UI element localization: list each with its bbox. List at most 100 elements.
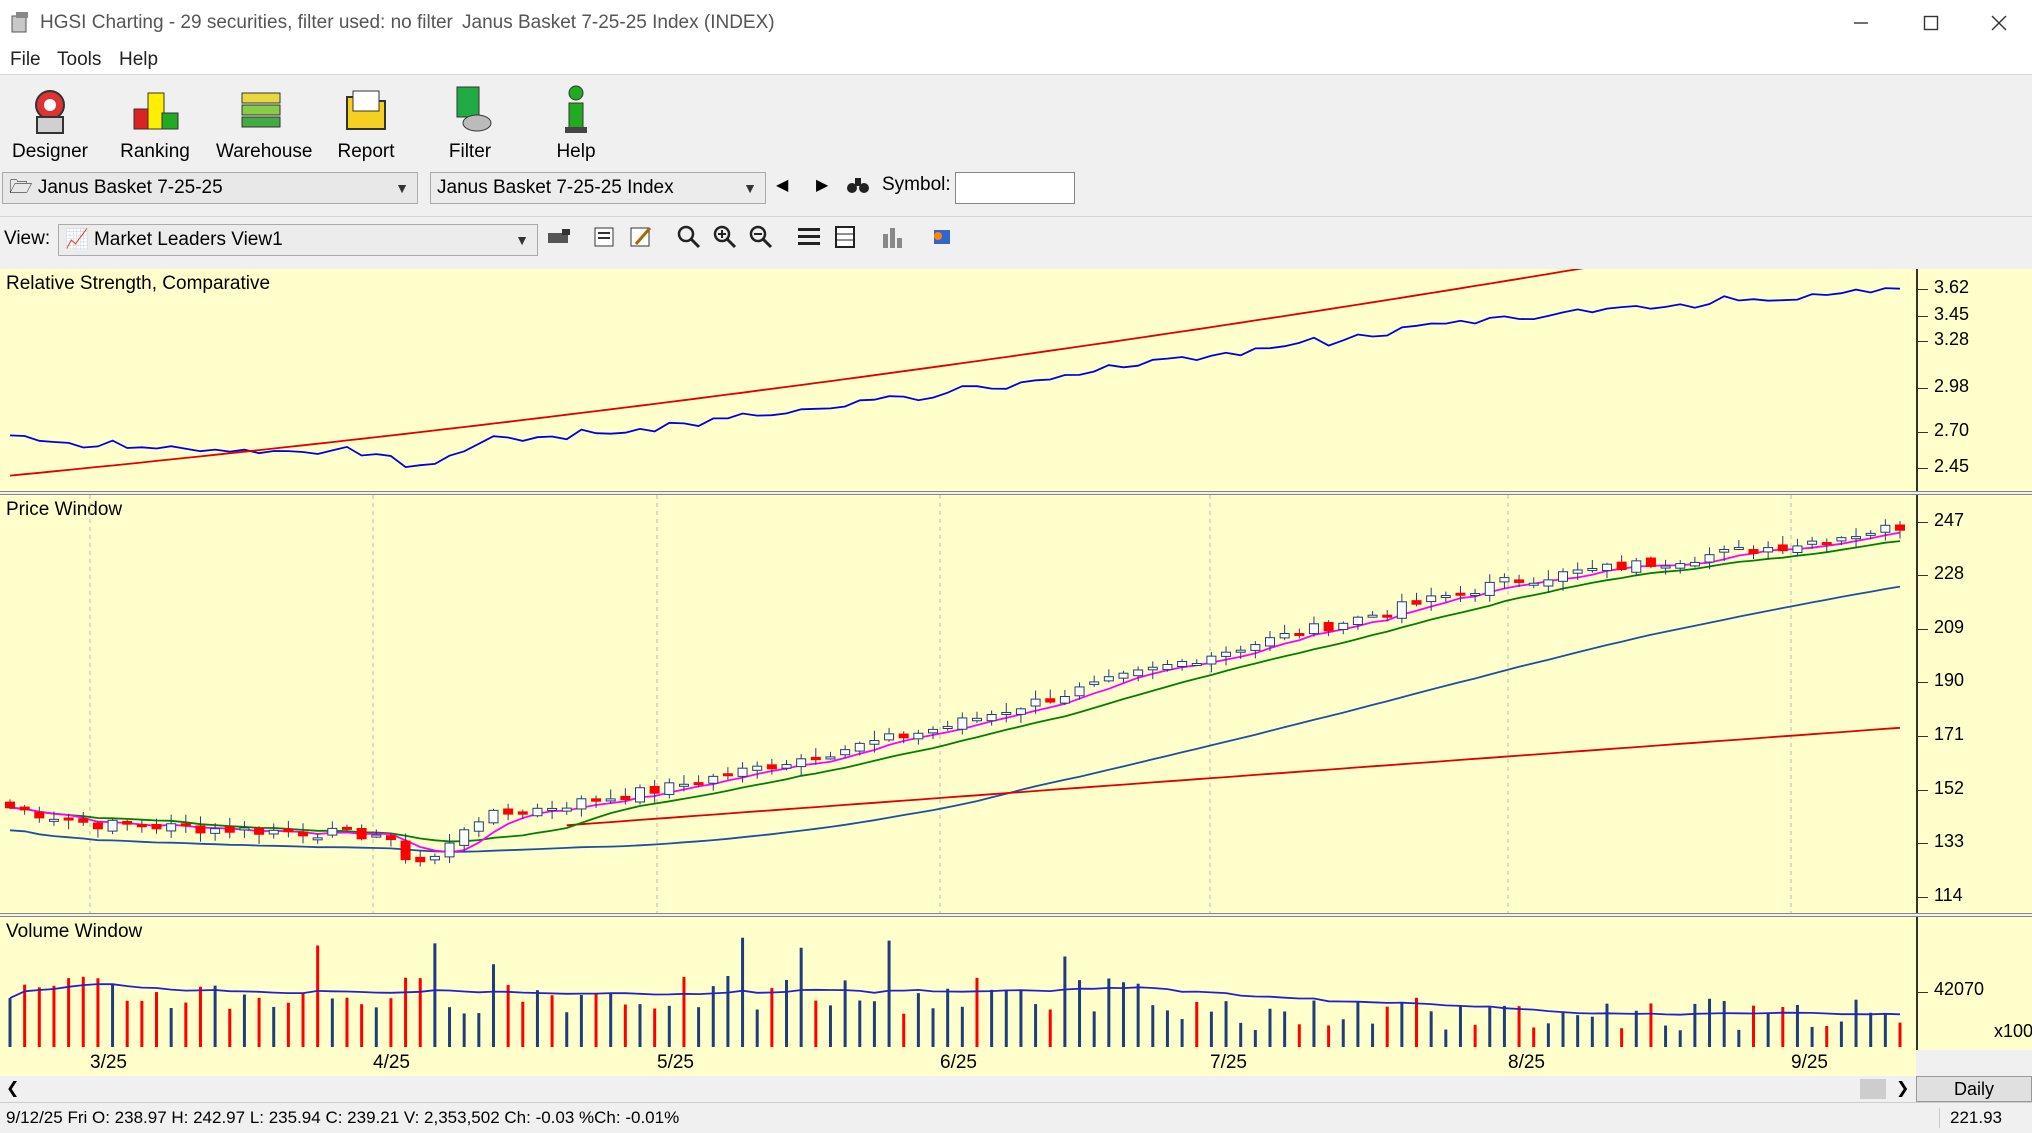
filter-label: Filter	[448, 141, 492, 162]
candle-body	[1147, 666, 1158, 671]
layout-button[interactable]	[794, 222, 824, 252]
candle-body	[1133, 669, 1144, 677]
zoom-button[interactable]	[674, 222, 704, 252]
zoom-out-button[interactable]	[746, 222, 776, 252]
candle-body	[1235, 649, 1246, 653]
candle-body	[1807, 540, 1818, 545]
edit-indicator-button[interactable]	[626, 222, 656, 252]
volume-chart	[8, 937, 1902, 1047]
candle-body	[210, 828, 221, 834]
view-edit-button[interactable]	[544, 222, 574, 252]
candle-body	[371, 834, 382, 838]
prev-security-button[interactable]: ◀	[776, 177, 789, 194]
warehouse-button[interactable]: Warehouse	[216, 83, 312, 163]
ranking-icon	[133, 92, 179, 130]
candle-body	[415, 856, 426, 863]
candle-body	[1103, 676, 1114, 682]
panel-splitter[interactable]	[0, 913, 2032, 917]
candle-body	[605, 798, 616, 802]
candle-body	[224, 826, 235, 833]
view-label: View:	[4, 228, 51, 249]
candle-body	[92, 822, 103, 830]
chart-scrollbar[interactable]: ❮ ❯	[0, 1076, 1916, 1102]
minimize-button[interactable]	[1826, 0, 1896, 46]
properties-button[interactable]	[590, 222, 620, 252]
symbol-input[interactable]	[955, 172, 1075, 204]
candle-body	[796, 758, 807, 768]
candle-body	[239, 827, 250, 831]
volume-panel[interactable]: Volume Window	[0, 917, 1916, 1050]
menu-tools[interactable]: Tools	[57, 49, 102, 70]
maximize-button[interactable]	[1896, 0, 1966, 46]
candle-body	[444, 842, 455, 858]
designer-label: Designer	[11, 141, 89, 162]
minimize-icon	[1854, 22, 1868, 24]
magnifier-icon	[677, 225, 701, 249]
table-button[interactable]	[830, 222, 860, 252]
menu-help[interactable]: Help	[119, 49, 159, 70]
help-button[interactable]: Help	[531, 83, 621, 163]
basket-select[interactable]: 🗁 Janus Basket 7-25-25 ▼	[2, 172, 418, 204]
candle-body	[561, 807, 572, 812]
rs-panel[interactable]: Relative Strength, Comparative	[0, 269, 1916, 491]
candle-body	[122, 820, 133, 825]
candle-body	[166, 823, 177, 832]
candle-body	[825, 756, 836, 760]
candle-body	[1279, 632, 1290, 639]
candle-body	[1265, 637, 1275, 647]
candle-body	[1455, 592, 1466, 596]
rs-line	[9, 287, 1901, 469]
candle-body	[547, 807, 558, 811]
scroll-thumb[interactable]	[1860, 1079, 1886, 1099]
scroll-right-button[interactable]: ❯	[1896, 1080, 1910, 1097]
candle-body	[1631, 560, 1642, 573]
window-title: HGSI Charting - 29 securities, filter us…	[40, 12, 453, 33]
candle-body	[1206, 655, 1217, 665]
zoom-out-icon	[749, 225, 773, 249]
chart-type-button[interactable]	[878, 222, 908, 252]
export-button[interactable]	[926, 222, 956, 252]
candle-body	[254, 827, 265, 835]
candle-body	[942, 725, 953, 729]
designer-button[interactable]: Designer	[5, 83, 95, 163]
chevron-down-icon: ▼	[395, 180, 409, 196]
filter-button[interactable]: Filter	[425, 83, 515, 163]
layout-icon	[798, 228, 820, 245]
help-label: Help	[556, 141, 596, 162]
panel-splitter[interactable]	[0, 491, 2032, 495]
candle-body	[1514, 579, 1525, 583]
candle-body	[1030, 698, 1041, 707]
symbol-label: Symbol:	[882, 174, 951, 195]
next-security-button[interactable]: ▶	[816, 177, 829, 194]
candle-body	[913, 732, 924, 740]
zoom-in-button[interactable]	[710, 222, 740, 252]
status-value: 221.93	[1939, 1108, 2002, 1128]
candle-body	[576, 798, 587, 810]
candle-body	[503, 808, 514, 815]
candle-body	[268, 829, 279, 835]
menu-file[interactable]: File	[10, 49, 41, 70]
candle-body	[532, 807, 543, 817]
scroll-left-button[interactable]: ❮	[6, 1080, 20, 1097]
title-bar: HGSI Charting - 29 securities, filter us…	[0, 0, 2032, 46]
rs-tick: 2.98	[1934, 376, 1970, 396]
find-button[interactable]	[846, 172, 870, 196]
candle-body	[1733, 546, 1744, 550]
candle-body	[1367, 614, 1378, 618]
date-label: 5/25	[657, 1052, 694, 1073]
candle-body	[884, 733, 895, 741]
date-label: 6/25	[940, 1052, 977, 1073]
filter-icon	[456, 86, 492, 132]
timeframe-button[interactable]: Daily	[1916, 1076, 2032, 1102]
ma-line-blue	[9, 585, 1901, 853]
close-button[interactable]	[1964, 0, 2032, 46]
price-panel[interactable]: Price Window	[0, 495, 1916, 913]
security-select[interactable]: Janus Basket 7-25-25 Index ▼	[430, 172, 766, 204]
view-select[interactable]: 📈 Market Leaders View1 ▼	[58, 224, 538, 256]
candle-body	[1191, 662, 1202, 666]
close-icon	[1991, 15, 2007, 31]
report-button[interactable]: Report	[321, 83, 411, 163]
candle-body	[971, 717, 982, 722]
ranking-button[interactable]: Ranking	[110, 83, 200, 163]
candle-body	[136, 824, 147, 828]
